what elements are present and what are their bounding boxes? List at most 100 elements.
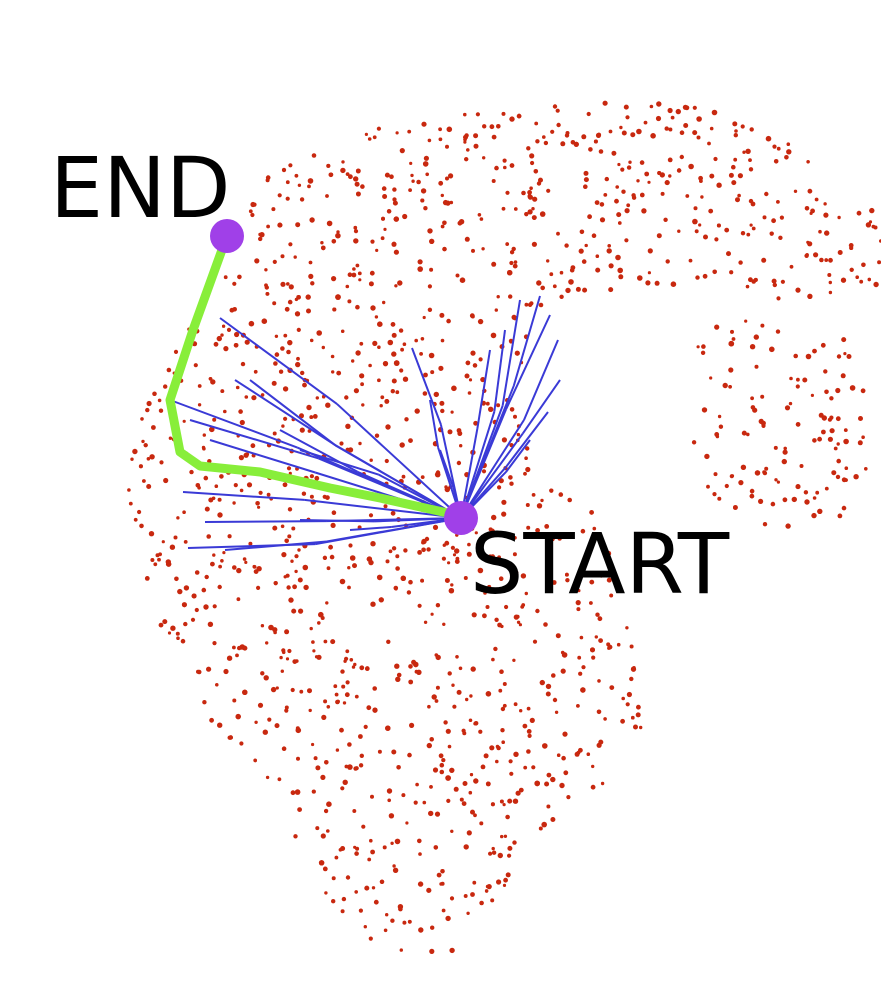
cloud-point [235,653,239,658]
cloud-point [162,619,168,625]
cloud-point [765,135,772,142]
cloud-point [465,697,469,702]
cloud-point [631,193,636,198]
cloud-point [391,378,397,384]
cloud-point [483,591,487,595]
cloud-point [861,262,866,268]
cloud-point [828,280,832,285]
tree-branch [234,379,336,446]
cloud-point [515,790,521,796]
cloud-point [820,342,826,348]
cloud-point [607,244,611,248]
cloud-point [501,511,507,517]
cloud-point [359,341,364,346]
cloud-point [383,227,387,231]
cloud-point [524,591,528,596]
cloud-point [417,550,422,555]
cloud-point [807,188,813,194]
cloud-point [824,389,829,395]
cloud-point [818,412,824,418]
cloud-point [388,813,395,819]
cloud-point [296,356,300,361]
cloud-point [370,601,376,607]
cloud-point [784,405,791,411]
cloud-point [376,574,383,581]
cloud-point [549,272,554,277]
cloud-point [361,824,366,829]
cloud-point [309,626,313,631]
cloud-point [413,800,418,805]
cloud-point [291,526,296,531]
cloud-point [293,834,298,839]
cloud-point [394,284,398,288]
cloud-point [556,753,561,757]
cloud-point [229,307,235,313]
cloud-point [439,769,445,775]
cloud-point [281,552,287,558]
cloud-point [425,172,430,177]
cloud-point [295,659,299,663]
cloud-point [618,221,622,225]
cloud-point [617,267,623,274]
cloud-point [578,671,583,676]
cloud-point [287,507,293,512]
tree-branch [204,520,327,523]
cloud-point [532,639,538,644]
cloud-point [471,612,477,618]
cloud-point [272,431,277,436]
cloud-point [835,474,841,480]
cloud-point [296,295,301,300]
cloud-point [399,148,405,154]
cloud-point [382,361,389,367]
cloud-point [587,214,592,220]
cloud-point [277,777,282,782]
cloud-point [274,352,280,357]
cloud-point [169,544,176,550]
tree-branch [219,317,338,405]
cloud-point [591,233,597,238]
cloud-point [471,248,475,253]
cloud-point [232,281,237,286]
tree-branch [411,347,442,425]
cloud-point [509,116,515,122]
cloud-point [504,604,509,610]
cloud-point [204,506,210,512]
cloud-point [244,339,250,345]
cloud-point [491,514,497,521]
cloud-point [438,753,444,759]
cloud-point [730,329,734,334]
cloud-point [363,925,367,929]
cloud-point [300,370,305,376]
tree-branch [493,329,506,412]
cloud-point [209,426,215,433]
cloud-point [326,163,331,168]
cloud-point [489,124,495,130]
cloud-point [369,838,373,843]
cloud-point [139,523,144,529]
cloud-point [239,419,245,426]
cloud-point [334,692,339,697]
cloud-point [712,492,717,497]
cloud-point [132,448,138,455]
cloud-point [211,496,216,500]
cloud-point [250,212,255,218]
cloud-point [449,767,455,773]
cloud-point [502,703,507,708]
cloud-point [408,438,413,443]
cloud-point [320,774,326,781]
cloud-point [307,184,311,189]
cloud-point [290,790,296,796]
cloud-point [455,556,460,561]
cloud-point [423,206,428,211]
cloud-point [420,337,425,341]
cloud-point [858,416,863,421]
cloud-point [146,400,152,407]
cloud-point [614,198,619,204]
cloud-point [355,263,360,268]
cloud-point [554,710,559,714]
cloud-point [623,104,629,110]
cloud-point [783,446,787,451]
tree-branch [326,517,462,543]
cloud-point [391,241,397,247]
cloud-point [223,275,228,280]
